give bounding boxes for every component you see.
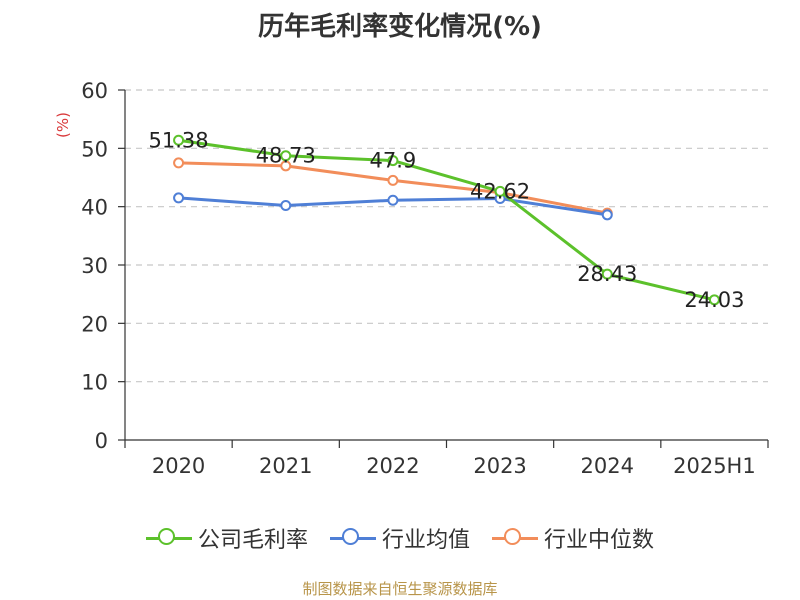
legend-item-industry-median[interactable]: 行业中位数 [492, 522, 654, 554]
legend: 公司毛利率 行业均值 行业中位数 [0, 522, 800, 554]
data-label: 47.9 [370, 149, 417, 173]
data-label: 51.38 [149, 128, 209, 152]
x-tick-label: 2024 [581, 454, 634, 478]
series-point-1 [387, 194, 399, 206]
series-point-0 [280, 150, 292, 162]
x-tick-label: 2021 [259, 454, 312, 478]
legend-label-industry-median: 行业中位数 [544, 528, 655, 553]
x-tick-label: 2023 [473, 454, 526, 478]
series-point-0 [173, 134, 185, 146]
legend-label-industry-mean: 行业均值 [381, 528, 470, 553]
legend-item-industry-mean[interactable]: 行业均值 [329, 522, 470, 554]
data-label: 48.73 [256, 144, 316, 168]
y-axis-label: (%) [54, 112, 72, 138]
y-tick-label: 30 [81, 254, 108, 278]
series-point-0 [387, 155, 399, 167]
y-tick-label: 50 [81, 137, 108, 161]
legend-swatch-company [145, 526, 192, 550]
legend-swatch-industry-mean [329, 526, 376, 550]
series-point-1 [173, 192, 185, 204]
series-point-1 [280, 200, 292, 211]
series-point-0 [601, 268, 613, 280]
series-point-2 [387, 174, 399, 186]
data-label: 28.43 [577, 262, 637, 286]
series-point-2 [280, 160, 292, 172]
series-point-0 [494, 185, 506, 197]
y-tick-label: 20 [81, 312, 108, 336]
legend-label-company: 公司毛利率 [197, 528, 308, 553]
data-label: 42.62 [470, 179, 530, 203]
y-tick-label: 0 [95, 429, 108, 453]
y-tick-label: 10 [81, 371, 108, 395]
data-label: 24.03 [684, 288, 744, 312]
x-tick-label: 2025H1 [673, 454, 756, 478]
x-tick-label: 2022 [366, 454, 419, 478]
legend-item-company[interactable]: 公司毛利率 [145, 522, 308, 554]
y-tick-label: 60 [81, 79, 108, 103]
y-tick-label: 40 [81, 196, 108, 220]
legend-swatch-industry-median [492, 526, 538, 550]
series-point-0 [708, 294, 720, 306]
series-point-1 [601, 209, 613, 221]
source-note: 制图数据来自恒生聚源数据库 [302, 580, 498, 598]
chart-title: 历年毛利率变化情况(%) [258, 12, 542, 42]
series-point-2 [173, 157, 185, 169]
x-tick-label: 2020 [152, 454, 205, 478]
series-line-0 [178, 138, 715, 302]
